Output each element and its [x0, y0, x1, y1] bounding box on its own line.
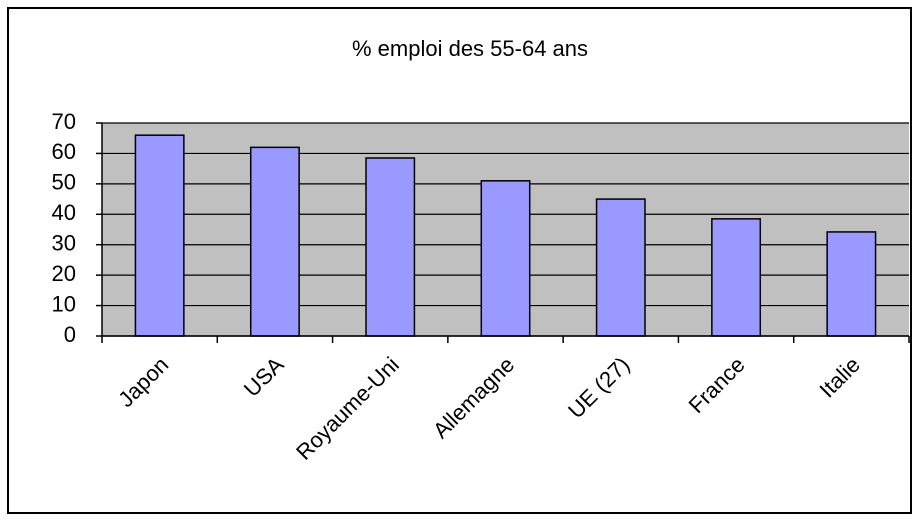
y-tick-label: 20	[52, 261, 76, 286]
y-tick-label: 10	[52, 291, 76, 316]
bar	[480, 180, 531, 337]
chart-title: % emploi des 55-64 ans	[352, 36, 588, 61]
bar	[595, 198, 646, 337]
y-tick-label: 0	[64, 322, 76, 347]
y-tick-label: 50	[52, 170, 76, 195]
bar	[826, 231, 877, 337]
y-tick-label: 70	[52, 109, 76, 134]
y-tick-label: 30	[52, 231, 76, 256]
y-tick-label: 40	[52, 200, 76, 225]
bar	[711, 218, 762, 337]
y-tick-label: 60	[52, 139, 76, 164]
bar	[134, 134, 185, 337]
bar	[249, 146, 300, 337]
bar	[365, 157, 416, 337]
